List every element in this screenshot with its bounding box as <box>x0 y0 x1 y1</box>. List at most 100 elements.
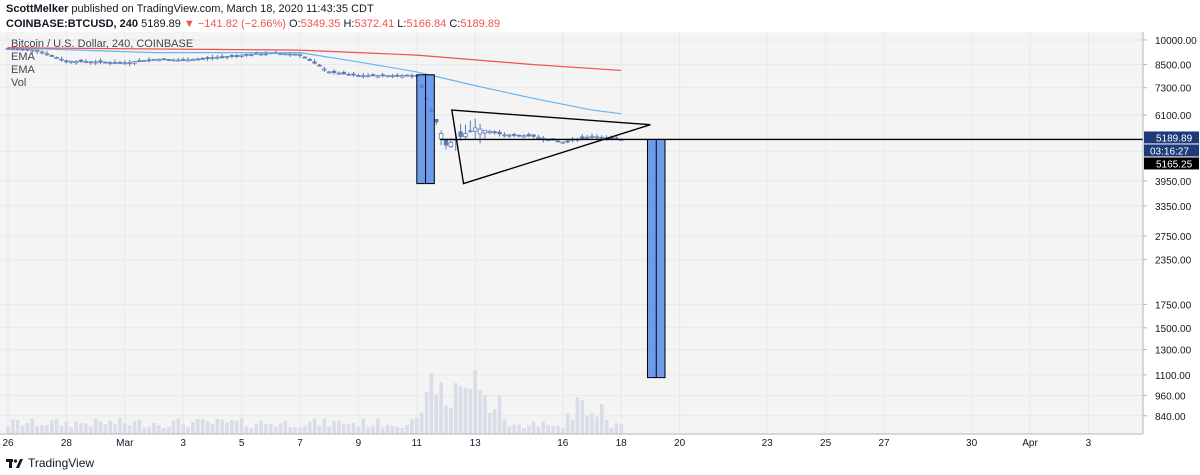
x-tick-label: 16 <box>557 438 569 449</box>
volume-bar <box>570 419 575 434</box>
candle-body <box>395 74 400 77</box>
x-tick-label: 18 <box>616 438 628 449</box>
candle-body <box>472 127 478 132</box>
open-value: 5349.35 <box>300 18 341 30</box>
legend-ema-2[interactable]: EMA <box>11 64 35 76</box>
candle-body <box>88 61 93 64</box>
volume-bar <box>565 413 570 434</box>
x-tick-label: 23 <box>762 438 774 449</box>
candle-body <box>458 131 463 137</box>
candle-body <box>200 58 205 60</box>
x-tick-label: 30 <box>966 438 978 449</box>
candle-body <box>83 61 89 64</box>
candle-body <box>380 74 385 77</box>
candle-body <box>346 73 351 76</box>
volume-bar <box>108 420 112 434</box>
candle-body <box>64 60 69 63</box>
ticker-symbol: COINBASE:BTCUSD, 240 <box>6 18 139 30</box>
candle-body <box>317 64 322 67</box>
candle-body <box>492 131 497 134</box>
cursor-price-tag <box>1144 157 1199 170</box>
volume-bar <box>531 421 536 434</box>
candle-body <box>443 139 449 146</box>
candle-body <box>487 130 492 134</box>
candle-body <box>584 136 590 139</box>
candle-body <box>69 60 74 63</box>
volume-bar <box>103 424 108 434</box>
volume-bar <box>599 404 604 434</box>
volume-bar <box>225 422 229 434</box>
candle-body <box>180 59 186 61</box>
volume-bar <box>205 421 210 434</box>
volume-bar <box>317 425 322 434</box>
volume-bar <box>269 423 273 434</box>
candle-body <box>98 60 103 63</box>
x-tick-label: 26 <box>2 438 14 449</box>
candle-body <box>54 57 59 59</box>
chart-area[interactable]: 10000.008500.007300.006100.004800.003950… <box>0 32 1200 452</box>
countdown-tag-label: 03:16:27 <box>1150 146 1189 157</box>
y-tick-label: 2350.00 <box>1155 256 1192 267</box>
volume-bar <box>307 421 312 434</box>
candle-body <box>307 59 312 61</box>
y-tick-label: 8500.00 <box>1155 61 1192 72</box>
candle-body <box>39 51 45 54</box>
candle-body <box>20 48 25 51</box>
x-tick-label: 9 <box>356 438 362 449</box>
volume-bar <box>488 412 492 434</box>
volume-bar <box>137 419 142 434</box>
author-name[interactable]: ScottMelker <box>6 3 69 15</box>
candle-body <box>312 61 317 64</box>
candle-body <box>580 136 585 139</box>
volume-bar <box>25 423 30 434</box>
volume-bar <box>507 426 512 434</box>
triangle-pattern[interactable] <box>451 109 651 185</box>
candle-body <box>370 74 376 77</box>
volume-bar <box>468 388 473 434</box>
price-chart[interactable]: 10000.008500.007300.006100.004800.003950… <box>0 32 1200 452</box>
volume-bar <box>293 427 297 434</box>
volume-bar <box>278 422 283 434</box>
y-tick-label: 960.00 <box>1155 391 1186 402</box>
volume-bar <box>249 427 254 434</box>
candle-body <box>249 54 254 56</box>
volume-bar <box>230 420 234 434</box>
cursor-price-tag-label: 5165.25 <box>1156 159 1193 170</box>
volume-bar <box>351 422 356 434</box>
candle-body <box>438 133 444 140</box>
volume-bar <box>200 419 205 434</box>
volume-bar <box>264 424 268 434</box>
candle-body <box>112 62 118 64</box>
y-tick-label: 2750.00 <box>1155 232 1192 243</box>
y-tick-label: 3950.00 <box>1155 177 1192 188</box>
low-value: 5166.84 <box>406 18 447 30</box>
price-change: −141.82 (−2.66%) <box>197 18 286 30</box>
high-label: H: <box>343 18 355 30</box>
legend-ema-1[interactable]: EMA <box>11 51 35 63</box>
volume-bar <box>463 388 468 434</box>
volume-bar <box>132 421 137 434</box>
legend-volume[interactable]: Vol <box>11 77 27 89</box>
volume-bar <box>556 425 560 434</box>
footer-brand[interactable]: TradingView <box>28 456 95 470</box>
volume-bar <box>332 420 336 434</box>
x-tick-label: 25 <box>820 438 832 449</box>
volume-bar <box>385 424 390 434</box>
volume-bar <box>93 418 98 434</box>
candle-body <box>78 59 84 62</box>
volume-bar <box>405 424 409 434</box>
candle-body <box>507 134 512 137</box>
candle-body <box>365 75 371 78</box>
candle-body <box>409 74 415 77</box>
x-tick-label: Apr <box>1022 438 1038 449</box>
volume-bar <box>444 405 448 434</box>
volume-bar <box>551 425 555 434</box>
volume-bar <box>123 423 127 434</box>
volume-bar <box>395 427 400 434</box>
candle-body <box>589 135 595 138</box>
volume-bar <box>191 421 195 434</box>
volume-bar <box>142 427 147 434</box>
candle-body <box>297 53 303 56</box>
volume-bar <box>415 418 419 434</box>
y-tick-label: 6100.00 <box>1155 111 1192 122</box>
